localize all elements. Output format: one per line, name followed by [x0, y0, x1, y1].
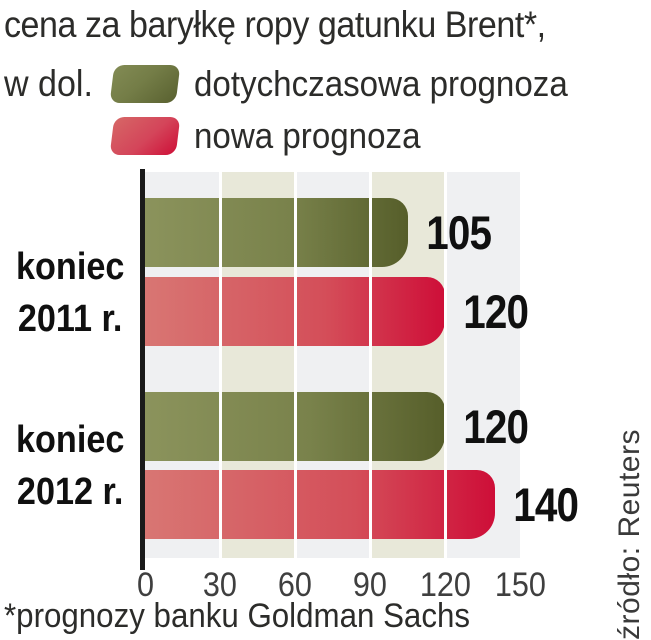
- x-tick-90: 90: [325, 566, 415, 605]
- gridline-90: [368, 172, 372, 558]
- legend-item-new-forecast: nowa prognoza: [109, 114, 440, 158]
- bar-value-label: 105: [421, 198, 496, 267]
- category-line2: 2011 r.: [17, 298, 123, 340]
- chart-title: cena za baryłkę ropy gatunku Brent*,: [4, 2, 593, 48]
- bar-previous-forecast-2011: [145, 198, 408, 267]
- bar-value-label: 140: [508, 470, 583, 539]
- x-tick-text: 120: [419, 566, 471, 604]
- x-tick-text: 150: [494, 566, 546, 604]
- bar-value-text: 140: [513, 478, 579, 531]
- gridline-60: [293, 172, 297, 558]
- x-tick-120: 120: [400, 566, 490, 605]
- bar-value-label: 120: [458, 277, 533, 346]
- legend-item-previous-forecast: dotychczasowa prognoza: [109, 62, 600, 106]
- x-tick-text: 30: [202, 566, 238, 604]
- bar-new-forecast-2012: [145, 470, 495, 539]
- category-line1: koniec: [15, 419, 125, 461]
- chart-subtitle-text: w dol.: [4, 63, 93, 104]
- x-tick-60: 60: [250, 566, 340, 605]
- plot-area: 105 120 120 140: [145, 172, 579, 558]
- legend-label: nowa prognoza: [194, 115, 421, 156]
- category-label-2011: koniec 2011 r.: [0, 241, 140, 345]
- x-tick-0: 0: [100, 566, 190, 605]
- x-tick-30: 30: [175, 566, 265, 605]
- y-axis-line: [140, 169, 145, 570]
- bar-value-text: 120: [463, 400, 529, 453]
- footnote-text: *prognozy banku Goldman Sachs: [4, 597, 471, 635]
- legend-swatch-red: [109, 117, 181, 155]
- gridline-120: [443, 172, 447, 558]
- footnote: *prognozy banku Goldman Sachs: [4, 597, 511, 636]
- bar-value-text: 120: [463, 285, 529, 338]
- x-tick-text: 0: [136, 566, 154, 604]
- x-tick-150: 150: [475, 566, 565, 605]
- category-line2: 2012 r.: [16, 471, 124, 513]
- bar-value-text: 105: [426, 206, 492, 259]
- gridline-30: [218, 172, 222, 558]
- x-tick-text: 90: [352, 566, 388, 604]
- category-label-2012: koniec 2012 r.: [0, 414, 140, 518]
- category-line1: koniec: [15, 246, 125, 288]
- x-tick-text: 60: [277, 566, 313, 604]
- legend-label: dotychczasowa prognoza: [194, 63, 568, 104]
- chart-subtitle-unit: w dol.: [4, 62, 101, 106]
- bar-value-label: 120: [458, 392, 533, 461]
- legend-swatch-green: [109, 65, 181, 103]
- source-credit: źródło: Reuters: [613, 429, 646, 640]
- chart-title-text: cena za baryłkę ropy gatunku Brent*,: [4, 4, 546, 45]
